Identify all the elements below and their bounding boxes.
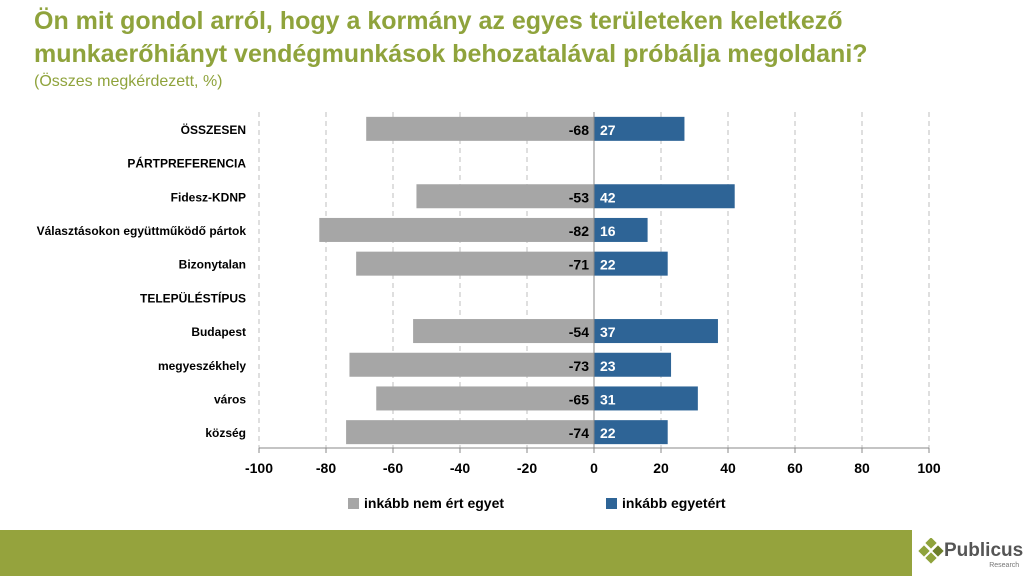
bar-disagree: [349, 352, 594, 377]
data-label-agree: 27: [600, 122, 616, 138]
category-label: megyeszékhely: [158, 359, 246, 373]
bar-agree: [594, 386, 698, 411]
x-tick-label: -20: [517, 460, 537, 476]
category-label: város: [214, 392, 246, 406]
x-tick-label: -80: [316, 460, 336, 476]
x-tick-label: -60: [383, 460, 403, 476]
chart-subtitle: (Összes megkérdezett, %): [34, 73, 223, 90]
bar-disagree: [416, 184, 594, 209]
data-label-agree: 37: [600, 324, 616, 340]
category-label: PÁRTPREFERENCIA: [127, 156, 246, 171]
chart-title-line1: Ön mit gondol arról, hogy a kormány az e…: [34, 7, 843, 35]
chart-title-line2: munkaerőhiányt vendégmunkások behozatalá…: [34, 40, 868, 68]
x-tick-label: 20: [653, 460, 669, 476]
bar-agree: [594, 116, 685, 141]
data-label-agree: 42: [600, 189, 616, 205]
legend-swatch: [348, 498, 359, 509]
bar-agree: [594, 184, 735, 209]
data-label-agree: 23: [600, 358, 616, 374]
data-label-agree: 22: [600, 257, 616, 273]
bar-agree: [594, 420, 668, 445]
data-label-disagree: -82: [569, 223, 589, 239]
x-tick-label: -40: [450, 460, 470, 476]
x-tick-label: 80: [854, 460, 870, 476]
category-label: Választásokon együttműködő pártok: [37, 224, 247, 238]
category-label: ÖSSZESEN: [181, 122, 246, 137]
x-tick-label: -100: [245, 460, 273, 476]
data-label-disagree: -54: [569, 324, 589, 340]
data-label-disagree: -68: [569, 122, 589, 138]
data-label-agree: 16: [600, 223, 616, 239]
x-tick-label: 100: [917, 460, 941, 476]
x-tick-label: 60: [787, 460, 803, 476]
bar-disagree: [346, 420, 594, 445]
bar-agree: [594, 352, 672, 377]
category-label: Bizonytalan: [179, 258, 246, 272]
bar-disagree: [319, 217, 594, 242]
bar-disagree: [376, 386, 594, 411]
publicus-logo: Publicus Research: [918, 538, 1024, 569]
x-tick-label: 40: [720, 460, 736, 476]
data-label-disagree: -71: [569, 257, 589, 273]
legend-label: inkább nem ért egyet: [364, 495, 504, 511]
data-label-agree: 31: [600, 391, 616, 407]
category-label: Fidesz-KDNP: [171, 190, 246, 204]
data-label-disagree: -74: [569, 425, 589, 441]
legend-label: inkább egyetért: [622, 495, 726, 511]
data-label-disagree: -73: [569, 358, 589, 374]
category-label: Budapest: [191, 325, 246, 339]
diverging-bar-chart: -100 -80 -60 -40 -20 0 20 40 60 80 100 ÖSSZESEN -68 2…: [37, 112, 941, 511]
bar-agree: [594, 319, 718, 344]
bar-agree: [594, 217, 648, 242]
data-label-disagree: -65: [569, 391, 589, 407]
bar-disagree: [366, 116, 594, 141]
legend-swatch: [606, 498, 617, 509]
bar-disagree: [356, 251, 594, 276]
footer-band: [0, 530, 912, 576]
logo-diamond-icon: [918, 538, 944, 564]
logo-name: Publicus: [944, 540, 1024, 561]
bar-agree: [594, 251, 668, 276]
data-label-disagree: -53: [569, 189, 589, 205]
category-label: TELEPÜLÉSTÍPUS: [140, 290, 246, 305]
category-label: község: [205, 426, 246, 440]
x-tick-label: 0: [590, 460, 598, 476]
bar-disagree: [413, 319, 594, 344]
data-label-agree: 22: [600, 425, 616, 441]
logo-tagline: Research: [989, 562, 1020, 569]
